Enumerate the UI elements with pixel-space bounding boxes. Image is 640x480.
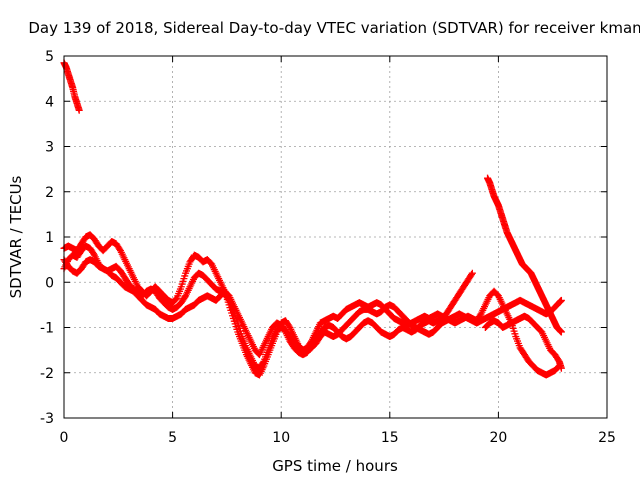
data-point-marker [467,271,475,279]
chart-title: Day 139 of 2018, Sidereal Day-to-day VTE… [28,19,640,37]
x-tick-label: 25 [598,430,616,446]
y-tick-label: 1 [45,230,54,246]
data-point-marker [468,269,476,277]
x-tick-label: 10 [272,430,290,446]
data-point-marker [557,328,565,336]
y-tick-label: -3 [40,411,54,427]
grid-lines [64,56,607,418]
axis-ticks [63,55,608,419]
series-track-d [60,256,565,372]
data-point-marker [259,359,267,367]
y-tick-label: 0 [45,275,54,291]
y-tick-label: 5 [45,49,54,65]
x-tick-label: 15 [381,430,399,446]
x-tick-labels: 0 5 10 15 20 25 [60,430,616,446]
y-axis-label: SDTVAR / TECUs [7,175,25,298]
data-point-marker [557,364,565,372]
series-track-f [481,312,565,372]
data-point-marker [75,106,83,114]
data-points [60,59,565,379]
y-tick-label: -1 [40,321,54,337]
y-tick-label: 4 [45,94,54,110]
x-tick-label: 5 [168,430,177,446]
y-tick-label: -2 [40,366,54,382]
y-tick-label: 3 [45,140,54,156]
data-point-marker [557,296,565,304]
y-tick-labels: -3 -2 -1 0 1 2 3 4 5 [40,49,54,427]
data-point-marker [224,295,232,303]
x-axis-label: GPS time / hours [272,457,398,475]
x-tick-label: 20 [489,430,507,446]
y-tick-label: 2 [45,185,54,201]
series-track-e [484,174,565,336]
x-tick-label: 0 [60,430,69,446]
series-track-c [60,231,563,379]
